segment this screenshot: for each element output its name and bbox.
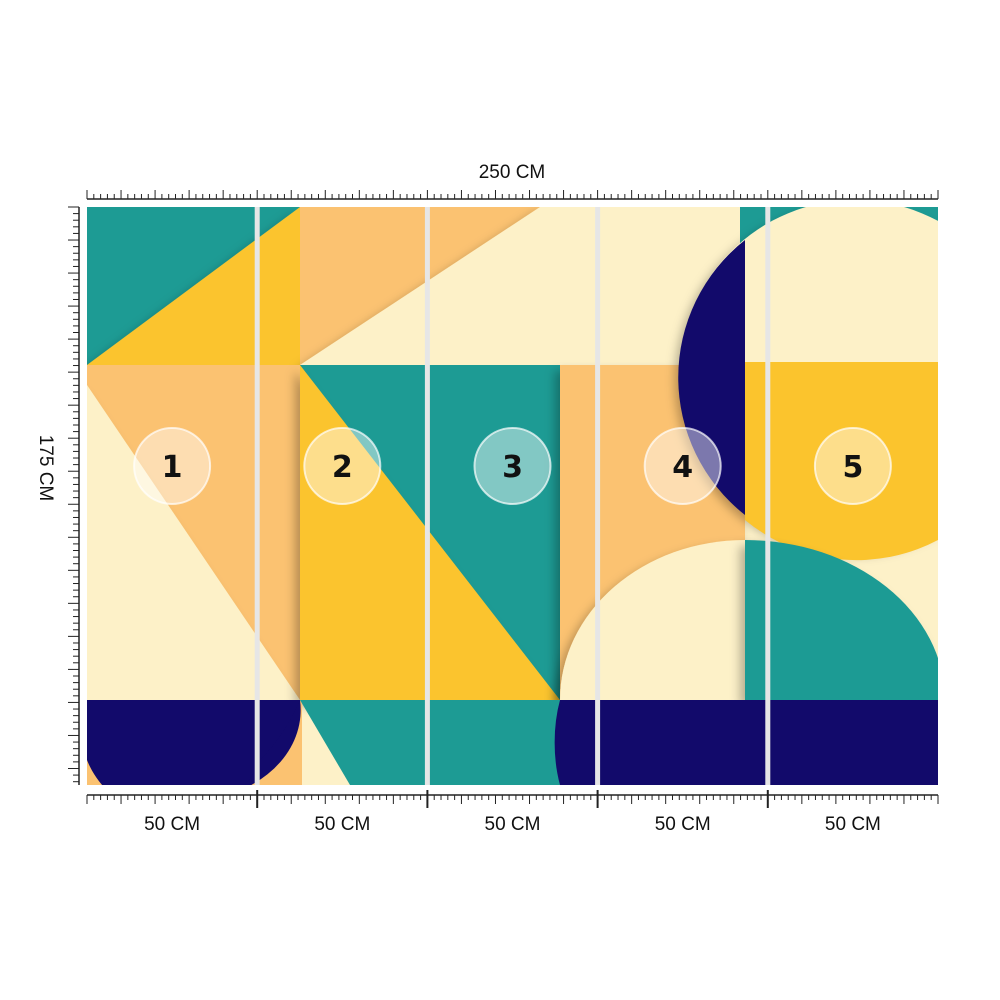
total-height-label: 175 CM: [35, 435, 56, 502]
bottom-navy-half-circle: [554, 700, 560, 785]
bottom-teal-block: [300, 700, 560, 785]
panel-width-label: 50 CM: [314, 814, 370, 835]
panel-seam: [254, 207, 260, 785]
mural-artwork: [87, 207, 938, 785]
yellow-circle-segment: [745, 362, 938, 561]
panel-width-label: 50 CM: [485, 814, 541, 835]
panel-seam: [765, 207, 771, 785]
number-circle: [473, 427, 552, 505]
panel-number-badge: 3: [473, 427, 552, 505]
panel-seams: [254, 207, 771, 785]
number-circle: [133, 427, 212, 505]
panel-number: 5: [842, 450, 863, 485]
top-left-yellow-triangle: [87, 207, 300, 365]
panel-width-label: 50 CM: [655, 814, 711, 835]
panel-seam: [595, 207, 601, 785]
mid-yellow-triangle: [300, 365, 560, 700]
panel-number: 4: [672, 450, 693, 485]
mid-left-cream-triangle: [87, 385, 300, 700]
panel-width-label: 50 CM: [825, 814, 881, 835]
panel-number-badge: 2: [303, 427, 382, 505]
panel-number-badge: 4: [643, 427, 722, 505]
bottom-right-teal-segment: [745, 540, 938, 700]
panel-number: 1: [162, 450, 183, 485]
number-circle: [813, 427, 892, 505]
panel-numbers: 1 2 3 4 5: [133, 427, 892, 505]
panel-number: 3: [502, 450, 523, 485]
total-width-label: 250 CM: [479, 162, 546, 183]
panel-width-label: 50 CM: [144, 814, 200, 835]
panel-number: 2: [332, 450, 353, 485]
panel-number-badge: 1: [133, 427, 212, 505]
bottom-left-navy-bowl: [87, 700, 300, 785]
panel-seam: [424, 207, 430, 785]
rulers: [68, 190, 939, 808]
number-circle: [643, 427, 722, 505]
number-circle: [303, 427, 382, 505]
bottom-right-navy-bar: [560, 700, 938, 785]
panel-number-badge: 5: [813, 427, 892, 505]
panel-width-labels: 50 CM 50 CM 50 CM 50 CM 50 CM: [144, 814, 881, 835]
navy-half-circle: [678, 240, 745, 515]
top-cream-triangle: [300, 207, 760, 365]
